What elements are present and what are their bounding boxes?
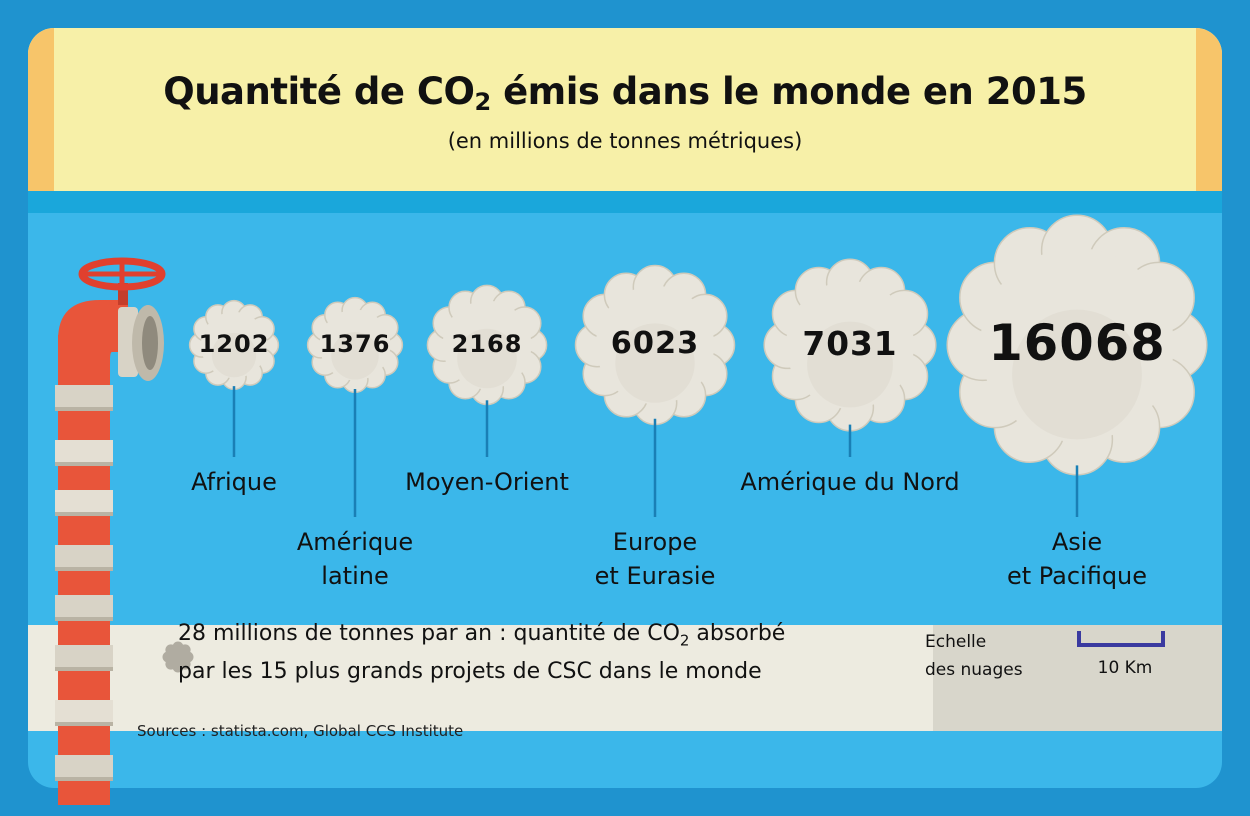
value-label: 6023 <box>610 326 700 362</box>
pipe-band-shadow <box>55 667 113 671</box>
cloud-1 <box>188 299 280 391</box>
region-label-line: latine <box>321 562 389 590</box>
value-label: 16068 <box>988 314 1166 373</box>
cloud-shade <box>807 321 893 408</box>
pipe-band <box>55 700 113 722</box>
region-label-line: Asie <box>1051 528 1103 556</box>
scale-label-line1: Echelle <box>925 632 987 652</box>
title-band-edge-right <box>1196 28 1222 191</box>
legend-subscript: 2 <box>679 631 690 650</box>
pipe-band-shadow <box>55 512 113 516</box>
cloud-shade <box>615 323 695 403</box>
value-label: 2168 <box>451 330 523 359</box>
chart-title: Quantité de CO2 émis dans le monde en 20… <box>28 70 1222 116</box>
value-label: 1376 <box>319 330 391 359</box>
valve-wheel <box>78 257 166 291</box>
region-label-line: Amérique du Nord <box>740 468 960 496</box>
title-band: Quantité de CO2 émis dans le monde en 20… <box>28 28 1222 191</box>
source-note: Sources : statista.com, Global CCS Insti… <box>137 722 464 740</box>
cloud-3 <box>426 284 548 406</box>
region-label: Afrique <box>104 465 364 499</box>
pipe-band <box>55 595 113 617</box>
band-divider <box>28 191 1222 213</box>
pipe-mouth <box>142 316 158 370</box>
pipe-band-shadow <box>55 407 113 411</box>
cloud-2 <box>306 296 404 394</box>
cloud-4 <box>574 264 736 426</box>
title-subscript: 2 <box>474 88 491 116</box>
cloud-5 <box>763 258 937 432</box>
region-label: Amérique du Nord <box>720 465 980 499</box>
pipe-band <box>55 645 113 667</box>
cloud-series <box>162 214 1208 673</box>
pipe-band-shadow <box>55 617 113 621</box>
pipe-band <box>55 490 113 512</box>
cloud-shade <box>1012 309 1142 440</box>
region-label-line: Afrique <box>191 468 277 496</box>
cloud-shade <box>331 332 379 380</box>
title-rest: émis dans le monde en 2015 <box>490 70 1087 113</box>
legend-text-line2: par les 15 plus grands projets de CSC da… <box>178 659 762 685</box>
value-label: 7031 <box>802 324 898 363</box>
region-label: Asie et Pacifique <box>947 525 1207 593</box>
pipe-collar <box>118 307 138 377</box>
region-label: Moyen-Orient <box>357 465 617 499</box>
title-main: Quantité de CO <box>163 70 475 113</box>
valve-stem <box>118 283 128 305</box>
cloud-shade <box>211 332 257 378</box>
pipe-band-shadow <box>55 722 113 726</box>
legend-text-b: absorbé <box>689 621 786 646</box>
pipe-illustration <box>55 257 166 805</box>
title-band-edge-left <box>28 28 54 191</box>
legend-text: 28 millions de tonnes par an : quantité … <box>178 618 888 688</box>
pipe-elbow-fill <box>58 300 128 360</box>
pipe-band-shadow <box>55 462 113 466</box>
cloud-shade <box>457 328 517 389</box>
pipe-band-shadow <box>55 777 113 781</box>
scale-label-line2: des nuages <box>925 660 1023 680</box>
scale-value: 10 Km <box>1097 658 1153 678</box>
legend-text-a: 28 millions de tonnes par an : quantité … <box>178 621 680 646</box>
region-label: Europe et Eurasie <box>525 525 785 593</box>
pipe-band <box>55 440 113 462</box>
scale-label: Echelle des nuages <box>925 628 1055 684</box>
pipe-band-shadow <box>55 567 113 571</box>
pipe-band <box>55 545 113 567</box>
region-label-line: Moyen-Orient <box>405 468 569 496</box>
region-label-line: et Pacifique <box>1006 562 1148 590</box>
legend-cloud-icon <box>162 641 194 673</box>
chart-subtitle: (en millions de tonnes métriques) <box>447 129 803 153</box>
region-label: Amérique latine <box>225 525 485 593</box>
value-label: 1202 <box>198 330 270 359</box>
pipe-band <box>55 755 113 777</box>
legend-cloud-core <box>167 646 189 668</box>
region-label-line: Amérique <box>296 528 414 556</box>
region-label-line: Europe <box>612 528 698 556</box>
region-label-line: et Eurasie <box>594 562 716 590</box>
pipe-band <box>55 385 113 407</box>
cloud-6 <box>946 214 1208 476</box>
scale-bar <box>1077 631 1165 647</box>
